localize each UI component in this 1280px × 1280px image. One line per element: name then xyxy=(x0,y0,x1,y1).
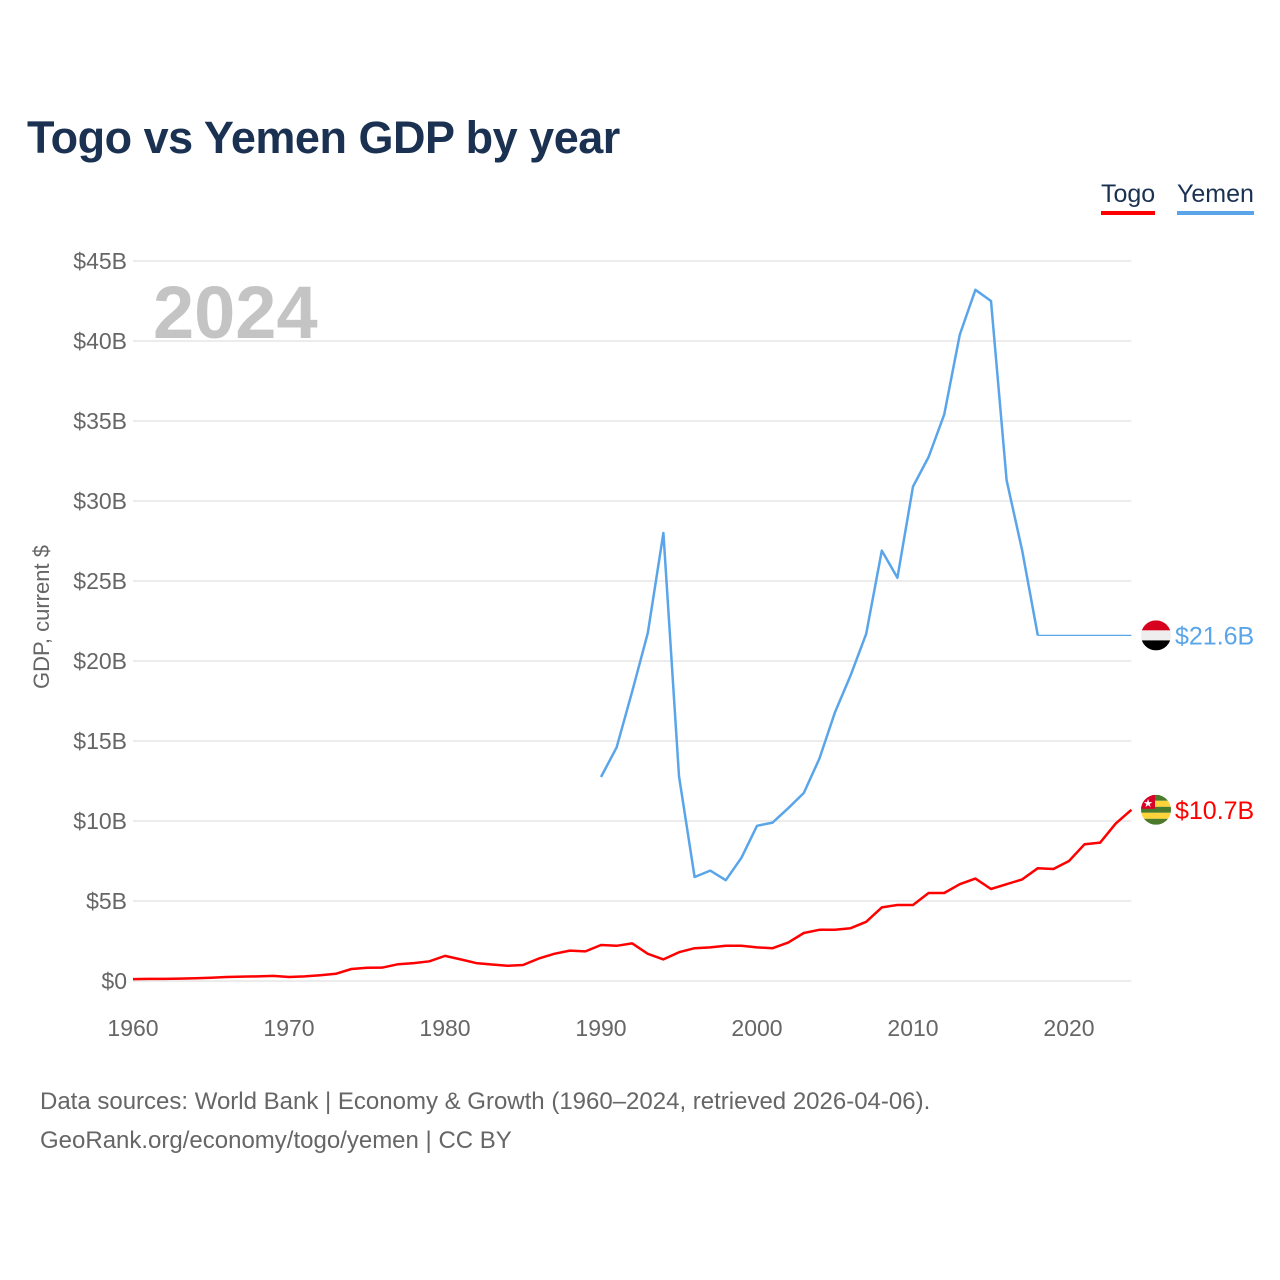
y-tick-label: $35B xyxy=(73,408,127,434)
source-url[interactable]: GeoRank.org/economy/togo/yemen | CC BY xyxy=(40,1127,512,1154)
flag-stripe xyxy=(1141,800,1171,807)
legend-swatch xyxy=(1101,211,1156,215)
legend-yemen[interactable]: Yemen xyxy=(1177,180,1254,215)
flag-body xyxy=(1141,620,1171,651)
legend-label: Yemen xyxy=(1177,180,1254,208)
series-line-yemen xyxy=(599,288,1040,882)
legend-label: Togo xyxy=(1101,180,1156,208)
flag-stripe xyxy=(1141,630,1171,641)
y-tick-label: $5B xyxy=(86,888,127,914)
x-tick-label: 2000 xyxy=(731,1015,782,1041)
y-tick-label: $25B xyxy=(73,568,127,594)
end-value-label: $10.7B xyxy=(1175,797,1254,825)
flag-stripe xyxy=(1141,818,1171,825)
x-tick-label: 2010 xyxy=(887,1015,938,1041)
x-tick-label: 2020 xyxy=(1043,1015,1094,1041)
y-tick-label: $40B xyxy=(73,328,127,354)
x-tick-label: 1960 xyxy=(107,1015,158,1041)
x-tick-label: 1980 xyxy=(419,1015,470,1041)
flag-stripe xyxy=(1141,806,1171,813)
flag-star: ★ xyxy=(1143,798,1153,810)
togo-flag-icon: ★ xyxy=(1141,794,1171,825)
flag-stripe xyxy=(1141,812,1171,819)
y-tick-label: $20B xyxy=(73,648,127,674)
series-line-togo xyxy=(132,808,1133,981)
year-watermark: 2024 xyxy=(153,271,318,354)
y-tick-label: $15B xyxy=(73,728,127,754)
x-tick-label: 1970 xyxy=(263,1015,314,1041)
flag-stripe xyxy=(1141,640,1171,651)
x-tick-label: 1990 xyxy=(575,1015,626,1041)
flag-body: ★ xyxy=(1141,794,1171,825)
y-tick-label: $45B xyxy=(73,248,127,274)
data-source: Data sources: World Bank | Economy & Gro… xyxy=(40,1088,931,1115)
legend-togo[interactable]: Togo xyxy=(1101,180,1156,215)
legend-swatch xyxy=(1177,211,1254,215)
footer: Data sources: World Bank | Economy & Gro… xyxy=(40,1082,930,1160)
y-tick-label: $30B xyxy=(73,488,127,514)
y-tick-label: $10B xyxy=(73,808,127,834)
chart-title: Togo vs Yemen GDP by year xyxy=(27,112,620,163)
y-tick-label: $0 xyxy=(101,968,127,994)
yemen-flag-icon xyxy=(1141,620,1171,651)
flag-stripe xyxy=(1141,620,1171,631)
end-value-label: $21.6B xyxy=(1175,622,1254,650)
flag-stripe xyxy=(1141,794,1171,801)
